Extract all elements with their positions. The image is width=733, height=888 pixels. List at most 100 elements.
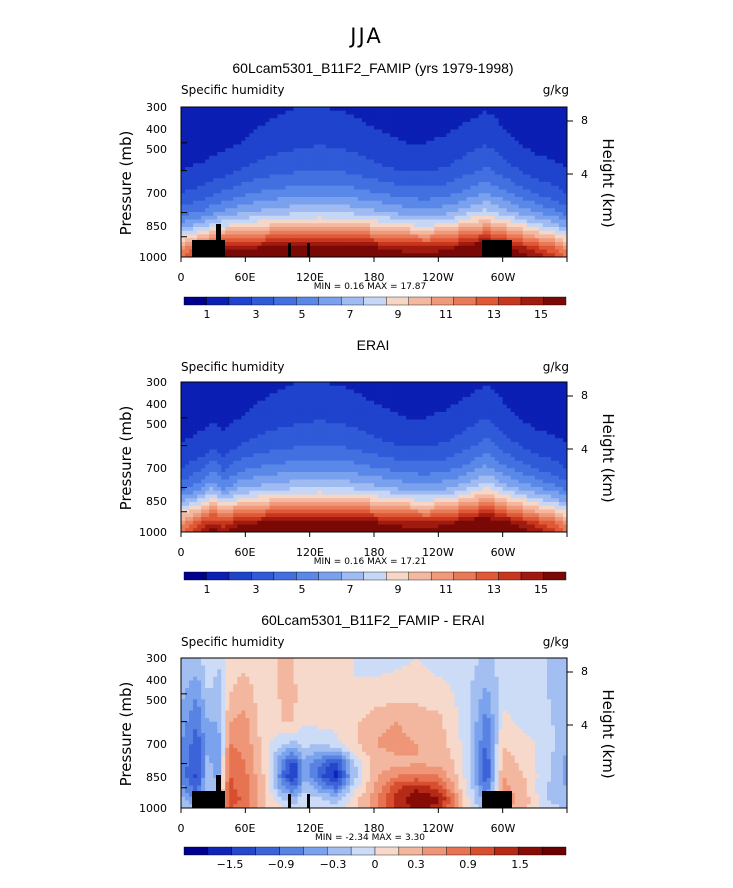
panel-2-cell bbox=[426, 415, 431, 420]
panel-2-cell bbox=[369, 404, 375, 409]
panel-1-cell bbox=[426, 144, 431, 149]
panel-1-cell bbox=[518, 110, 524, 115]
panel-1-cell bbox=[333, 182, 339, 187]
panel-1-cell bbox=[522, 182, 528, 187]
panel-1-cell bbox=[510, 148, 516, 153]
panel-1-cell bbox=[361, 242, 367, 247]
panel-1-cell bbox=[213, 163, 218, 168]
panel-1-cell bbox=[277, 219, 282, 224]
panel-1-cell bbox=[209, 159, 214, 164]
panel-1-cell bbox=[394, 152, 399, 157]
panel-1-cell bbox=[321, 189, 327, 194]
panel-1-xtick: 60W bbox=[490, 271, 516, 284]
panel-2-cell bbox=[374, 419, 379, 424]
panel-1-cell bbox=[197, 144, 202, 149]
panel-2-cell bbox=[193, 419, 198, 424]
panel-1-cell bbox=[446, 242, 451, 247]
panel-1-cell bbox=[458, 107, 463, 112]
panel-1-cell bbox=[526, 174, 532, 179]
panel-2-cell bbox=[197, 389, 202, 394]
panel-1-cell bbox=[261, 230, 266, 235]
panel-1-cell bbox=[197, 133, 202, 138]
panel-2-cell bbox=[241, 385, 246, 390]
panel-1-cell bbox=[438, 245, 443, 250]
panel-1-cell bbox=[201, 167, 206, 172]
panel-1-cell bbox=[438, 129, 443, 134]
panel-1-cell bbox=[293, 212, 298, 217]
panel-2-cell bbox=[353, 389, 359, 394]
panel-2-cell bbox=[229, 382, 234, 387]
min-label: MIN = bbox=[314, 833, 343, 843]
panel-1-cell bbox=[406, 174, 411, 179]
panel-1-cell bbox=[361, 193, 367, 198]
panel-2-cell bbox=[514, 385, 520, 390]
panel-1-cell bbox=[237, 208, 242, 213]
panel-1-cell bbox=[185, 118, 190, 123]
panel-1-cell bbox=[434, 163, 439, 168]
panel-1-cell bbox=[478, 114, 483, 119]
panel-1-cell bbox=[305, 107, 311, 112]
panel-1-cell bbox=[241, 182, 246, 187]
panel-1-cell bbox=[245, 193, 250, 198]
panel-2-cell bbox=[365, 404, 371, 409]
panel-2-cell bbox=[277, 393, 282, 398]
panel-1-cell bbox=[197, 170, 202, 175]
panel-1-cell bbox=[301, 133, 307, 138]
panel-1-cell bbox=[390, 125, 395, 130]
panel-1-cell bbox=[325, 110, 331, 115]
panel-2-colorbar-label: 1 bbox=[203, 583, 211, 596]
panel-1-cell bbox=[297, 253, 303, 258]
panel-1-cell bbox=[382, 152, 387, 157]
panel-1-cell bbox=[197, 204, 202, 209]
panel-1-cell bbox=[297, 163, 303, 168]
panel-1-cell bbox=[365, 185, 371, 190]
panel-2-cell bbox=[382, 389, 387, 394]
panel-1-cell bbox=[558, 122, 564, 127]
panel-1-cell bbox=[313, 137, 319, 142]
panel-1-cell bbox=[398, 137, 403, 142]
panel-1-cell bbox=[197, 125, 202, 130]
panel-1-cell bbox=[201, 215, 206, 220]
panel-1-cell bbox=[345, 167, 351, 172]
panel-2-cell bbox=[253, 415, 258, 420]
panel-2-cell bbox=[498, 408, 504, 413]
panel-1-cell bbox=[349, 197, 355, 202]
panel-2-cell bbox=[361, 412, 367, 417]
panel-1-cell bbox=[410, 152, 415, 157]
panel-2-cell bbox=[442, 389, 447, 394]
panel-1-cell bbox=[550, 219, 556, 224]
panel-1-cell bbox=[478, 227, 483, 232]
panel-1-cell bbox=[221, 144, 226, 149]
panel-1-cell bbox=[510, 234, 516, 239]
panel-1-cell bbox=[518, 125, 524, 130]
panel-2-cell bbox=[241, 412, 246, 417]
panel-1-cell bbox=[418, 242, 423, 247]
panel-1-cell bbox=[337, 178, 343, 183]
panel-1-cell bbox=[325, 234, 331, 239]
panel-1-cell bbox=[410, 193, 415, 198]
panel-1-cell bbox=[321, 159, 327, 164]
panel-1-cell bbox=[474, 163, 479, 168]
panel-1-cell bbox=[273, 174, 278, 179]
panel-1-cell bbox=[293, 215, 298, 220]
panel-1-cell bbox=[205, 152, 210, 157]
panel-1-cell bbox=[185, 167, 190, 172]
panel-1-cell bbox=[201, 185, 206, 190]
panel-1-cell bbox=[229, 129, 234, 134]
panel-1-cell bbox=[225, 148, 230, 153]
panel-2-cell bbox=[482, 382, 487, 387]
panel-1-cell bbox=[361, 140, 367, 145]
panel-1-cell bbox=[478, 140, 483, 145]
panel-1-cell bbox=[337, 155, 343, 160]
panel-2-cell bbox=[538, 408, 544, 413]
panel-1-cell bbox=[398, 178, 403, 183]
panel-1-cell bbox=[325, 144, 331, 149]
panel-1-cell bbox=[313, 245, 319, 250]
panel-1-cell bbox=[518, 242, 524, 247]
panel-1-cell bbox=[277, 140, 282, 145]
panel-1-cell bbox=[357, 137, 363, 142]
panel-1-cell bbox=[406, 185, 411, 190]
panel-1-cell bbox=[309, 125, 315, 130]
panel-1-cell bbox=[353, 227, 359, 232]
panel-2-cell bbox=[414, 393, 419, 398]
